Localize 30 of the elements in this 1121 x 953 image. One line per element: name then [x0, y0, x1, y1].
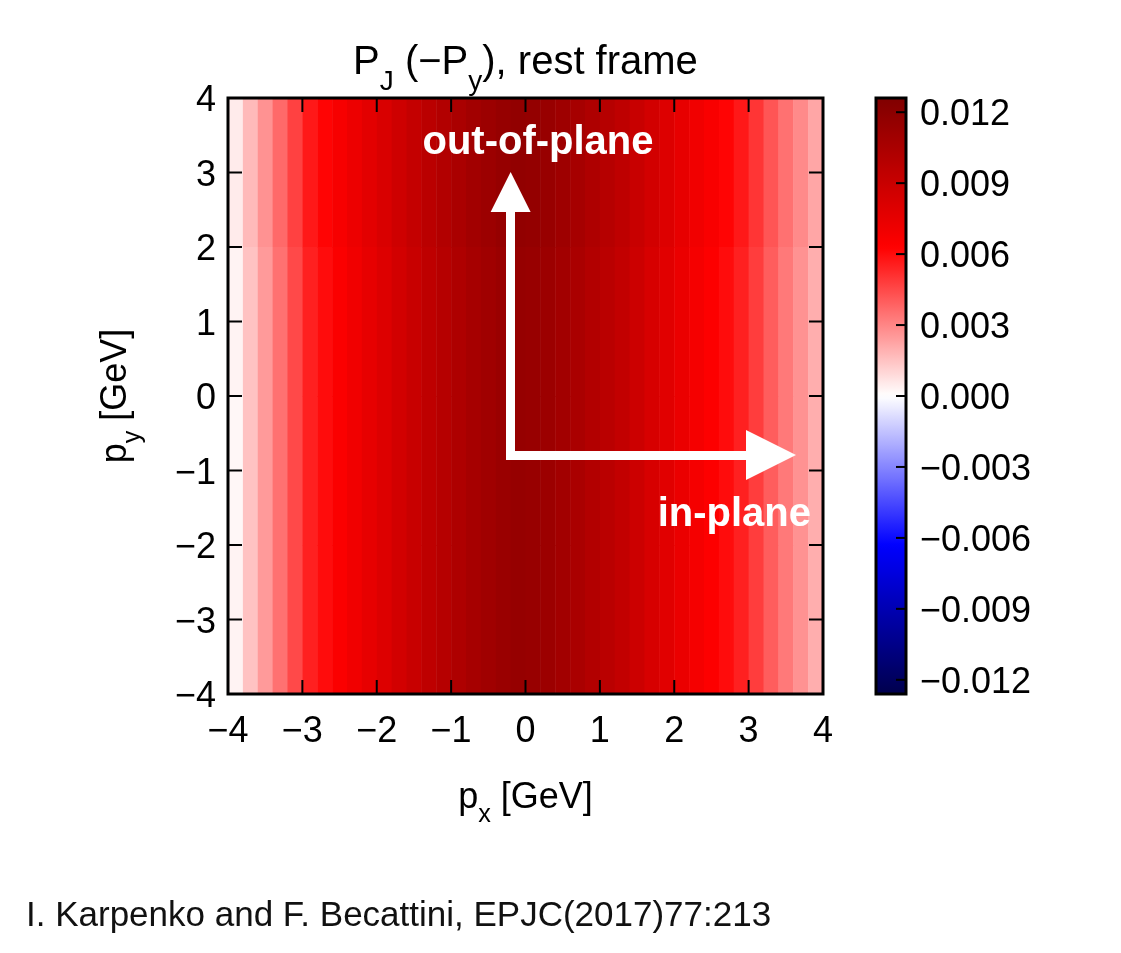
color-bar-label: −0.009: [920, 588, 1032, 630]
color-bar-label: 0.003: [920, 305, 1011, 347]
x-tick-label: 4: [812, 709, 834, 750]
y-tick-label: 2: [195, 227, 216, 268]
y-tick-label: 3: [195, 152, 216, 194]
y-tick-label: −3: [174, 599, 216, 641]
x-tick-label: 1: [589, 709, 610, 750]
color-bar-label: −0.012: [920, 659, 1032, 701]
x-tick-label: 3: [738, 709, 759, 750]
y-tick-label: −4: [174, 674, 216, 715]
annotation: out-of-plane: [422, 118, 654, 162]
x-tick-label: 2: [664, 709, 685, 750]
color-bar-label: −0.006: [920, 517, 1032, 559]
y-tick-label: 1: [195, 301, 216, 343]
chart-title: P$_{J}$ (−P$_{y}$), rest frame: [353, 38, 698, 96]
x-tick-label: −2: [356, 709, 398, 750]
color-bar-label: 0.000: [920, 376, 1011, 417]
x-tick-label: −1: [430, 709, 472, 750]
x-axis-title: p$_{x}$ [GeV]: [458, 775, 593, 827]
x-tick-label: 0: [515, 709, 536, 750]
text: I. Karpenko and F. Becattini, EPJC(2017)77:213: [26, 894, 772, 933]
y-tick-label: 0: [195, 376, 216, 417]
y-tick-label: −1: [174, 450, 216, 492]
x-tick-label: −3: [281, 709, 323, 750]
color-bar-label: 0.006: [920, 234, 1011, 276]
color-bar-label: 0.009: [920, 163, 1011, 205]
color-bar-label: −0.003: [920, 446, 1032, 488]
color-bar-label: 0.012: [920, 92, 1011, 134]
y-tick-label: 4: [195, 78, 216, 119]
y-tick-label: −2: [174, 525, 216, 566]
